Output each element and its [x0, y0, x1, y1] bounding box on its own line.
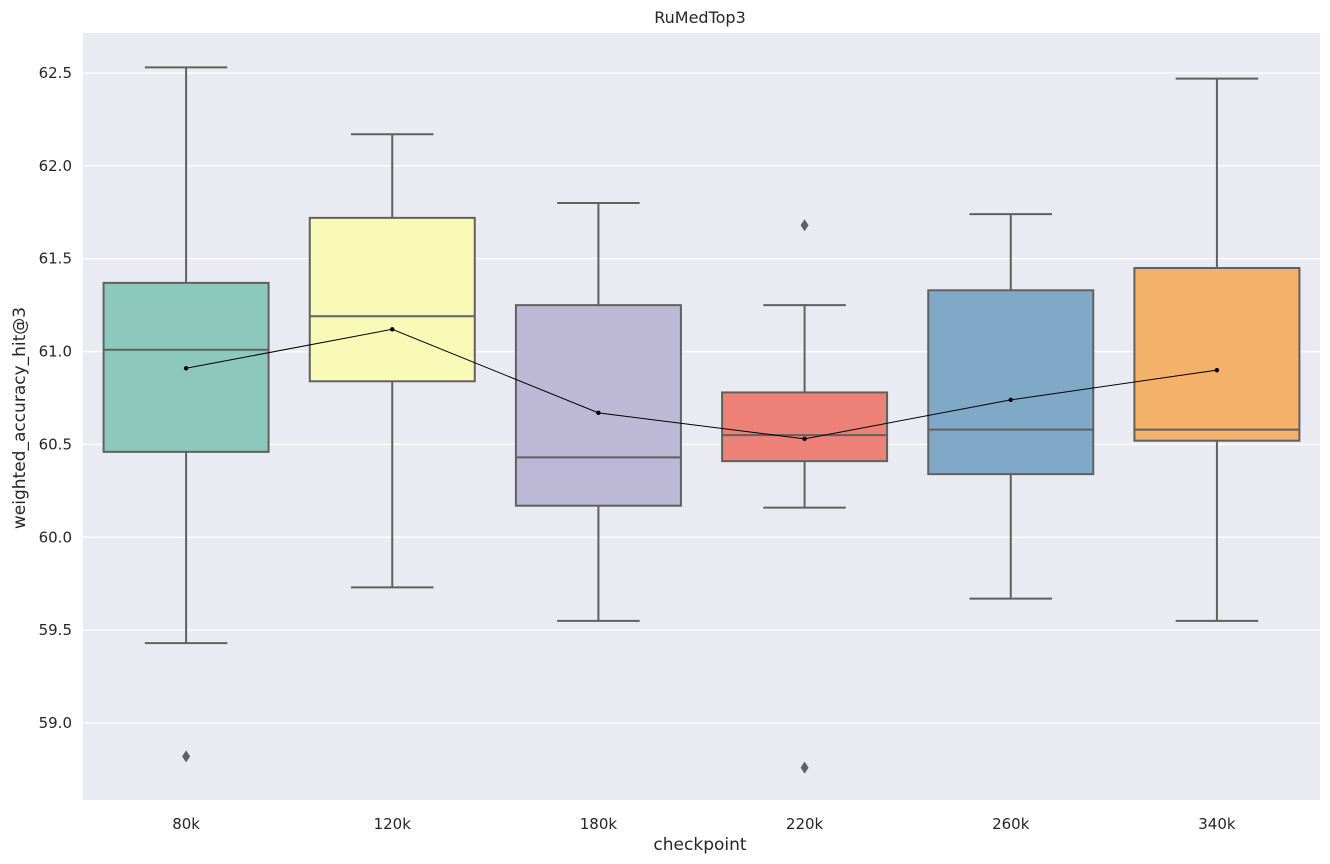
outlier-marker: [800, 219, 809, 232]
iqr-box: [308, 216, 476, 383]
iqr-box: [514, 304, 682, 507]
mean-point: [390, 327, 395, 332]
iqr-box: [927, 289, 1095, 476]
box-260k: [927, 213, 1095, 600]
y-tick-label: 61.5: [39, 250, 72, 268]
box-220k: [721, 219, 889, 774]
mean-point: [596, 410, 601, 416]
outlier-marker: [182, 750, 191, 763]
mean-point: [183, 366, 189, 371]
mean-point: [1214, 367, 1220, 373]
y-tick-label: 59.0: [39, 714, 72, 732]
box-series: [102, 66, 1301, 774]
gridlines: [83, 72, 1320, 724]
box-340k: [1133, 77, 1301, 622]
x-tick-label: 340k: [1198, 815, 1236, 833]
outlier-marker: [800, 761, 809, 774]
y-tick-label: 59.5: [39, 621, 72, 639]
plot-area: [83, 33, 1320, 800]
x-axis-label: checkpoint: [653, 835, 746, 855]
y-tick-label: 62.5: [39, 64, 72, 82]
y-tick-labels: 59.0 59.5 60.0 60.5 61.0 61.5 62.0 62.5: [39, 64, 72, 732]
x-tick-label: 260k: [992, 815, 1030, 833]
box-180k: [514, 202, 682, 622]
mean-point: [802, 436, 807, 442]
x-tick-label: 220k: [786, 815, 824, 833]
y-axis-label: weighted_accuracy_hit@3: [10, 307, 30, 529]
iqr-box: [1133, 267, 1301, 442]
y-tick-label: 60.5: [39, 435, 72, 453]
box-120k: [308, 133, 476, 589]
iqr-box: [721, 391, 889, 463]
y-tick-label: 61.0: [39, 343, 72, 361]
mean-point: [1008, 397, 1013, 403]
x-tick-label: 180k: [580, 815, 618, 833]
x-tick-label: 120k: [374, 815, 412, 833]
x-tick-labels: 80k 120k 180k 220k 260k 340k: [172, 815, 1236, 833]
y-tick-label: 60.0: [39, 528, 72, 546]
x-tick-label: 80k: [172, 815, 200, 833]
chart-title: RuMedTop3: [654, 8, 746, 27]
y-tick-label: 62.0: [39, 157, 72, 175]
mean-line: [183, 327, 1220, 442]
mean-polyline: [185, 328, 1217, 440]
